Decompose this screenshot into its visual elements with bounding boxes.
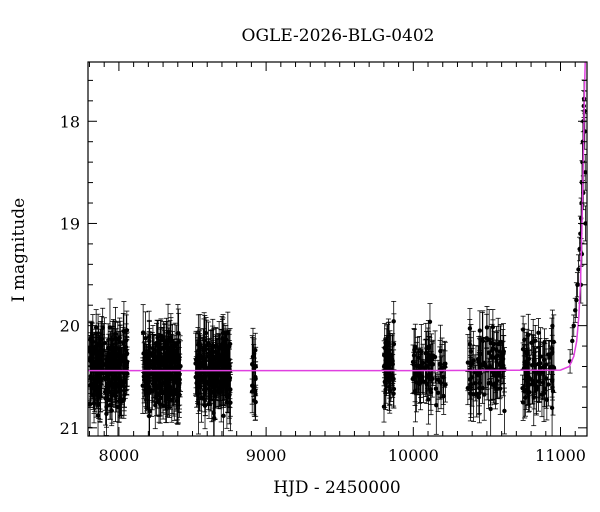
data-point <box>495 356 501 389</box>
data-point <box>145 357 151 409</box>
data-point <box>433 375 439 435</box>
data-point <box>93 309 99 346</box>
x-tick-label: 8000 <box>99 446 140 465</box>
data-point <box>88 379 93 429</box>
data-point <box>168 317 174 378</box>
data-point <box>487 354 493 380</box>
data-point <box>216 378 222 407</box>
data-point <box>108 335 114 396</box>
data-point <box>543 338 549 392</box>
data-point <box>226 340 232 390</box>
data-point <box>442 350 448 384</box>
data-point <box>150 325 156 372</box>
data-point <box>391 369 397 409</box>
x-tick-label: 11000 <box>535 446 586 465</box>
data-point <box>152 381 158 430</box>
y-axis-label: I magnitude <box>9 198 29 302</box>
data-point <box>428 344 434 405</box>
x-axis-label: HJD - 2450000 <box>273 478 401 498</box>
data-point <box>140 304 146 361</box>
model-curve-layer <box>88 62 586 372</box>
data-point <box>520 384 526 421</box>
data-point <box>521 344 527 380</box>
data-point <box>480 372 486 404</box>
data-point <box>93 341 99 386</box>
data-point <box>430 339 436 372</box>
data-point <box>420 343 426 382</box>
data-point <box>488 377 494 436</box>
data-point <box>173 347 179 410</box>
data-point <box>468 324 474 379</box>
data-point <box>387 376 393 406</box>
data-point <box>501 335 507 368</box>
data-point <box>177 353 183 406</box>
data-point <box>124 336 130 395</box>
data-point <box>113 369 119 423</box>
data-point <box>423 322 429 384</box>
data-point <box>526 333 532 385</box>
data-point <box>252 332 258 368</box>
data-point <box>175 353 181 390</box>
data-point <box>164 366 170 424</box>
data-point <box>476 363 482 424</box>
data-point <box>484 306 490 349</box>
data-point <box>147 332 153 390</box>
data-point <box>439 344 445 399</box>
y-tick-label: 20 <box>60 317 80 336</box>
data-point <box>529 334 535 397</box>
data-point <box>538 327 544 386</box>
data-point <box>106 333 112 363</box>
y-tick-label: 21 <box>60 419 80 438</box>
data-point <box>160 360 166 396</box>
data-point <box>384 328 390 388</box>
data-point <box>194 358 200 408</box>
data-point <box>220 367 226 396</box>
data-point <box>209 330 215 375</box>
x-tick-label: 10000 <box>388 446 439 465</box>
data-point <box>222 331 228 385</box>
data-point <box>417 347 423 403</box>
y-tick-label: 19 <box>60 214 80 233</box>
data-point <box>489 323 495 378</box>
y-tick-label: 18 <box>60 112 80 131</box>
data-point <box>550 374 556 401</box>
plot-frame <box>87 61 588 437</box>
data-point <box>94 344 100 405</box>
data-point <box>225 311 231 355</box>
data-point <box>98 345 104 378</box>
data-point <box>567 349 573 374</box>
model-curve <box>88 62 586 372</box>
data-point <box>544 379 550 421</box>
data-point <box>522 378 528 417</box>
data-point <box>435 359 441 400</box>
axes-layer: 8000 9000 10000 11000 18 19 20 21 <box>60 61 588 465</box>
data-point <box>150 355 156 399</box>
data-point <box>250 337 256 392</box>
data-point <box>520 315 526 344</box>
data-point <box>467 366 473 422</box>
data-point <box>103 371 109 426</box>
data-point <box>501 387 507 435</box>
data-point <box>213 327 219 366</box>
data-point <box>533 364 539 416</box>
data-point <box>424 331 430 366</box>
data-point <box>476 379 482 416</box>
x-tick-label: 9000 <box>246 446 287 465</box>
data-point <box>535 318 541 348</box>
data-point <box>549 348 555 385</box>
data-point <box>551 314 557 370</box>
data-point <box>497 325 503 378</box>
data-point <box>88 322 93 358</box>
data-point <box>209 354 215 402</box>
data-point <box>253 387 259 417</box>
data-point <box>112 344 118 385</box>
data-point <box>216 321 222 375</box>
data-points-layer <box>88 79 587 436</box>
chart-title: OGLE-2026-BLG-0402 <box>242 26 435 46</box>
